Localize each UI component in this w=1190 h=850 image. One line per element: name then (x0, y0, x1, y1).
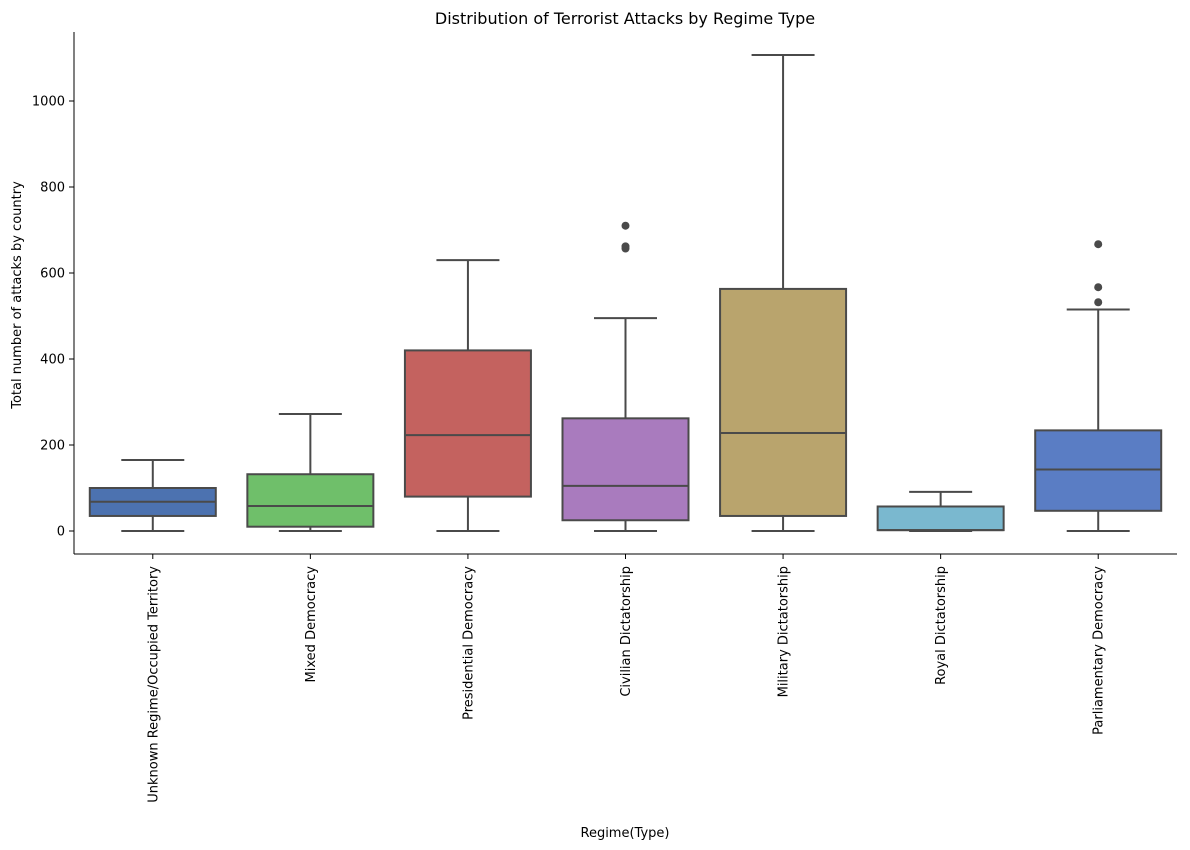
y-axis-label: Total number of attacks by country (10, 181, 25, 410)
box-group (876, 490, 1005, 532)
y-tick-label: 400 (40, 353, 65, 368)
y-tick-label: 600 (40, 267, 65, 282)
x-tick-label: Royal Dictatorship (934, 566, 949, 685)
box-group (719, 53, 848, 532)
box-group (246, 413, 375, 532)
x-tick-label: Presidential Democracy (461, 566, 476, 720)
box-group (403, 259, 532, 532)
plot-area (88, 53, 1163, 532)
outlier-point (621, 221, 630, 230)
x-tick-label: Military Dictatorship (777, 566, 792, 697)
y-tick-label: 0 (57, 525, 65, 540)
box-group (88, 459, 217, 532)
box-group (561, 221, 690, 532)
x-axis-label: Regime(Type) (581, 826, 670, 841)
x-tick-label: Mixed Democracy (304, 566, 319, 683)
x-tick-label: Unknown Regime/Occupied Territory (146, 566, 161, 803)
box (403, 349, 532, 498)
box-group (1034, 240, 1163, 532)
box (876, 505, 1005, 532)
y-tick-label: 200 (40, 439, 65, 454)
box (561, 417, 690, 522)
chart-title: Distribution of Terrorist Attacks by Reg… (435, 9, 815, 28)
outlier-point (1094, 298, 1103, 307)
x-tick-label: Civilian Dictatorship (619, 566, 634, 697)
y-tick-label: 1000 (32, 95, 65, 110)
outlier-point (1094, 240, 1103, 249)
outlier-point (1094, 283, 1103, 292)
outlier-point (621, 242, 630, 251)
box (1034, 429, 1163, 512)
x-tick-label: Parliamentary Democracy (1092, 566, 1107, 735)
box (719, 287, 848, 517)
y-tick-label: 800 (40, 181, 65, 196)
box (246, 473, 375, 528)
